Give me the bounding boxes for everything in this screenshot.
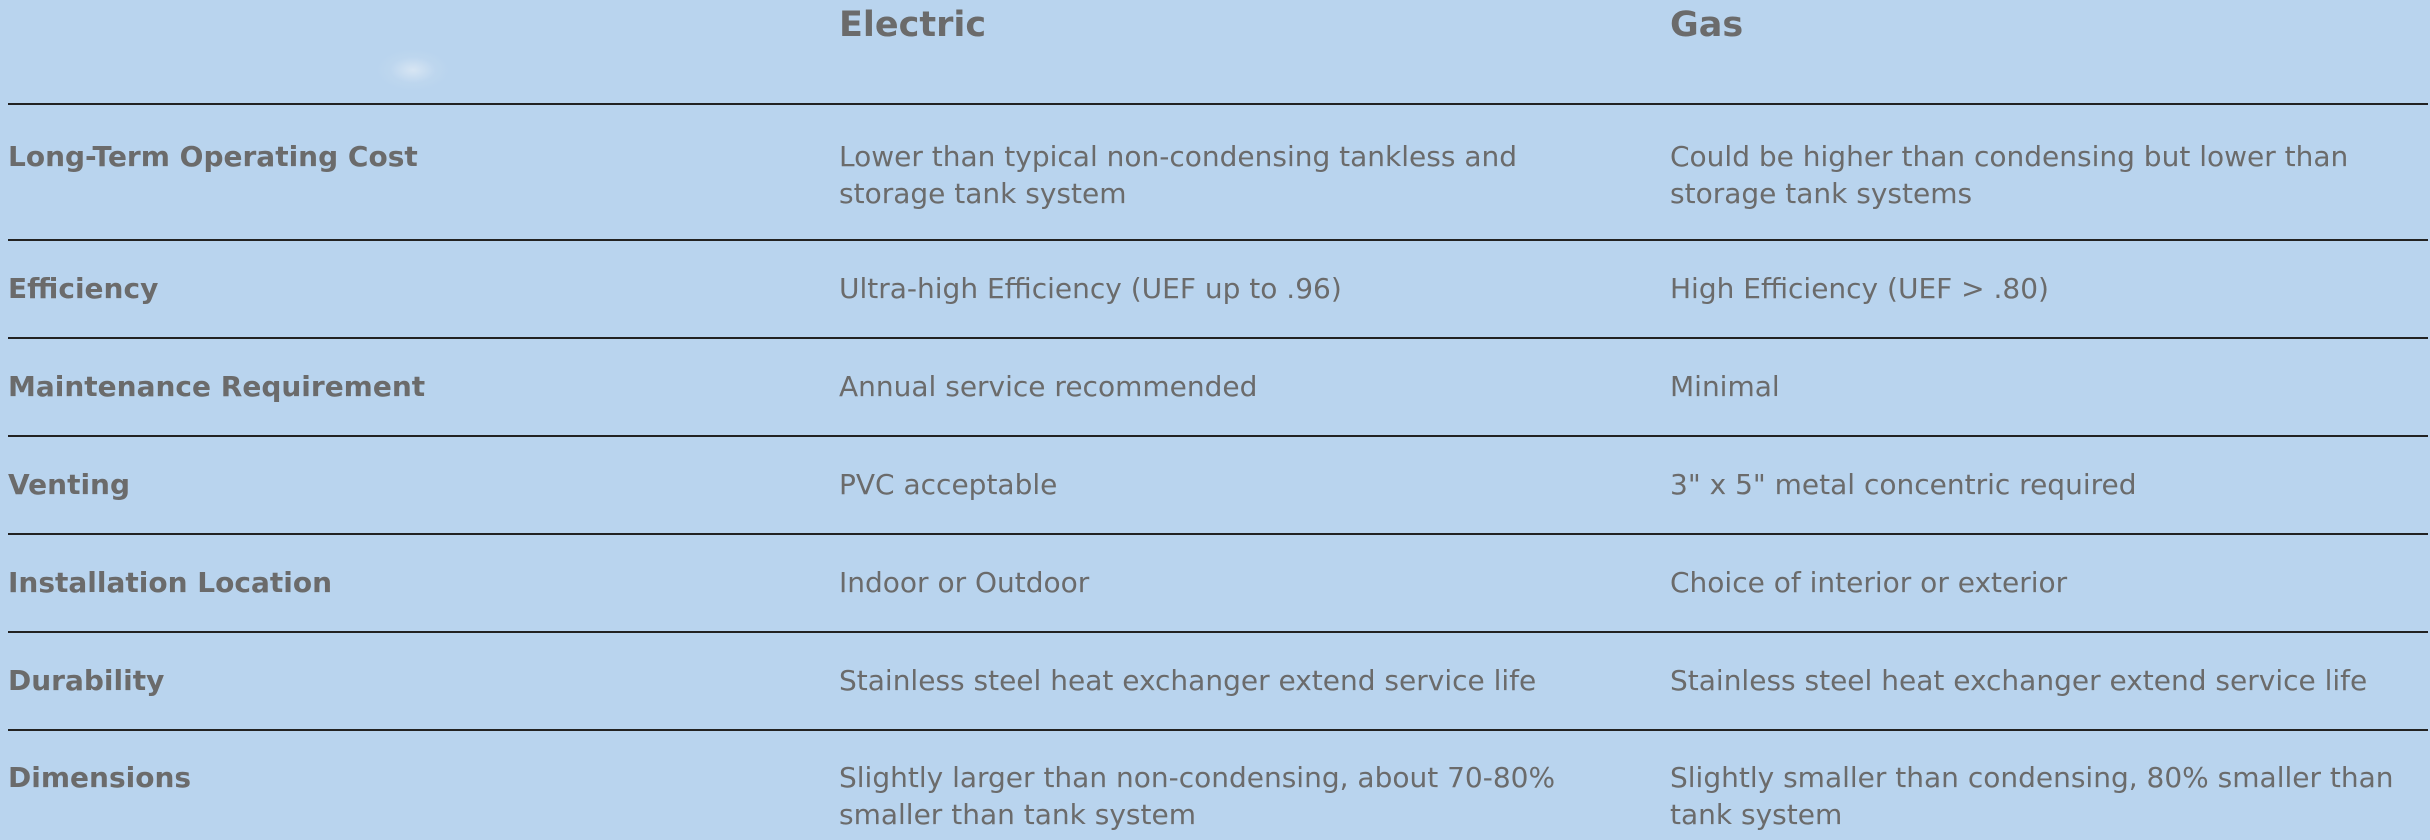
table-row-maintenance: Maintenance Requirement Annual service r… — [8, 339, 2428, 437]
cell-electric: Stainless steel heat exchanger extend se… — [839, 664, 1537, 697]
cell-gas: Stainless steel heat exchanger extend se… — [1670, 664, 2368, 697]
cell-electric: Ultra-high Efficiency (UEF up to .96) — [839, 272, 1342, 305]
cell-gas: 3" x 5" metal concentric required — [1670, 468, 2137, 501]
row-label: Installation Location — [8, 566, 333, 599]
row-label: Long-Term Operating Cost — [8, 140, 418, 173]
row-label: Efficiency — [8, 272, 159, 305]
cell-electric: Lower than typical non-condensing tankle… — [839, 140, 1518, 210]
column-header-gas: Gas — [1670, 5, 1744, 45]
cell-gas: Slightly smaller than condensing, 80% sm… — [1670, 761, 2394, 831]
table-row-operating-cost: Long-Term Operating Cost Lower than typi… — [8, 105, 2428, 241]
row-label: Durability — [8, 664, 165, 697]
cell-electric: Slightly larger than non-condensing, abo… — [839, 761, 1556, 831]
comparison-table: Electric Gas Long-Term Operating Cost Lo… — [8, 0, 2428, 831]
cell-gas: High Efficiency (UEF > .80) — [1670, 272, 2049, 305]
cell-gas: Minimal — [1670, 370, 1780, 403]
cell-gas: Could be higher than condensing but lowe… — [1670, 140, 2349, 210]
cell-electric: Indoor or Outdoor — [839, 566, 1090, 599]
cell-electric: PVC acceptable — [839, 468, 1058, 501]
cell-gas: Choice of interior or exterior — [1670, 566, 2068, 599]
row-label: Venting — [8, 468, 131, 501]
row-label: Dimensions — [8, 761, 192, 794]
table-row-durability: Durability Stainless steel heat exchange… — [8, 633, 2428, 731]
table-row-dimensions: Dimensions Slightly larger than non-cond… — [8, 731, 2428, 831]
table-row-efficiency: Efficiency Ultra-high Efficiency (UEF up… — [8, 241, 2428, 339]
row-label: Maintenance Requirement — [8, 370, 426, 403]
table-header-row: Electric Gas — [8, 0, 2428, 105]
table-row-venting: Venting PVC acceptable 3" x 5" metal con… — [8, 437, 2428, 535]
background-smudge — [378, 50, 448, 90]
table-row-installation-location: Installation Location Indoor or Outdoor … — [8, 535, 2428, 633]
column-header-electric: Electric — [839, 5, 987, 45]
cell-electric: Annual service recommended — [839, 370, 1258, 403]
